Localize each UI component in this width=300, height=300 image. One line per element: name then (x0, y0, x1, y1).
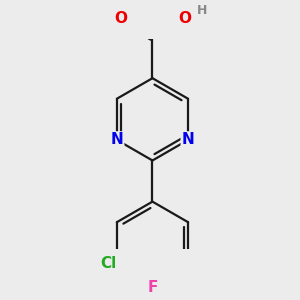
Text: N: N (110, 132, 123, 147)
Text: N: N (182, 132, 194, 147)
Text: F: F (147, 280, 158, 295)
Text: Cl: Cl (100, 256, 117, 271)
Text: O: O (114, 11, 127, 26)
Text: O: O (178, 11, 191, 26)
Text: H: H (197, 4, 208, 17)
